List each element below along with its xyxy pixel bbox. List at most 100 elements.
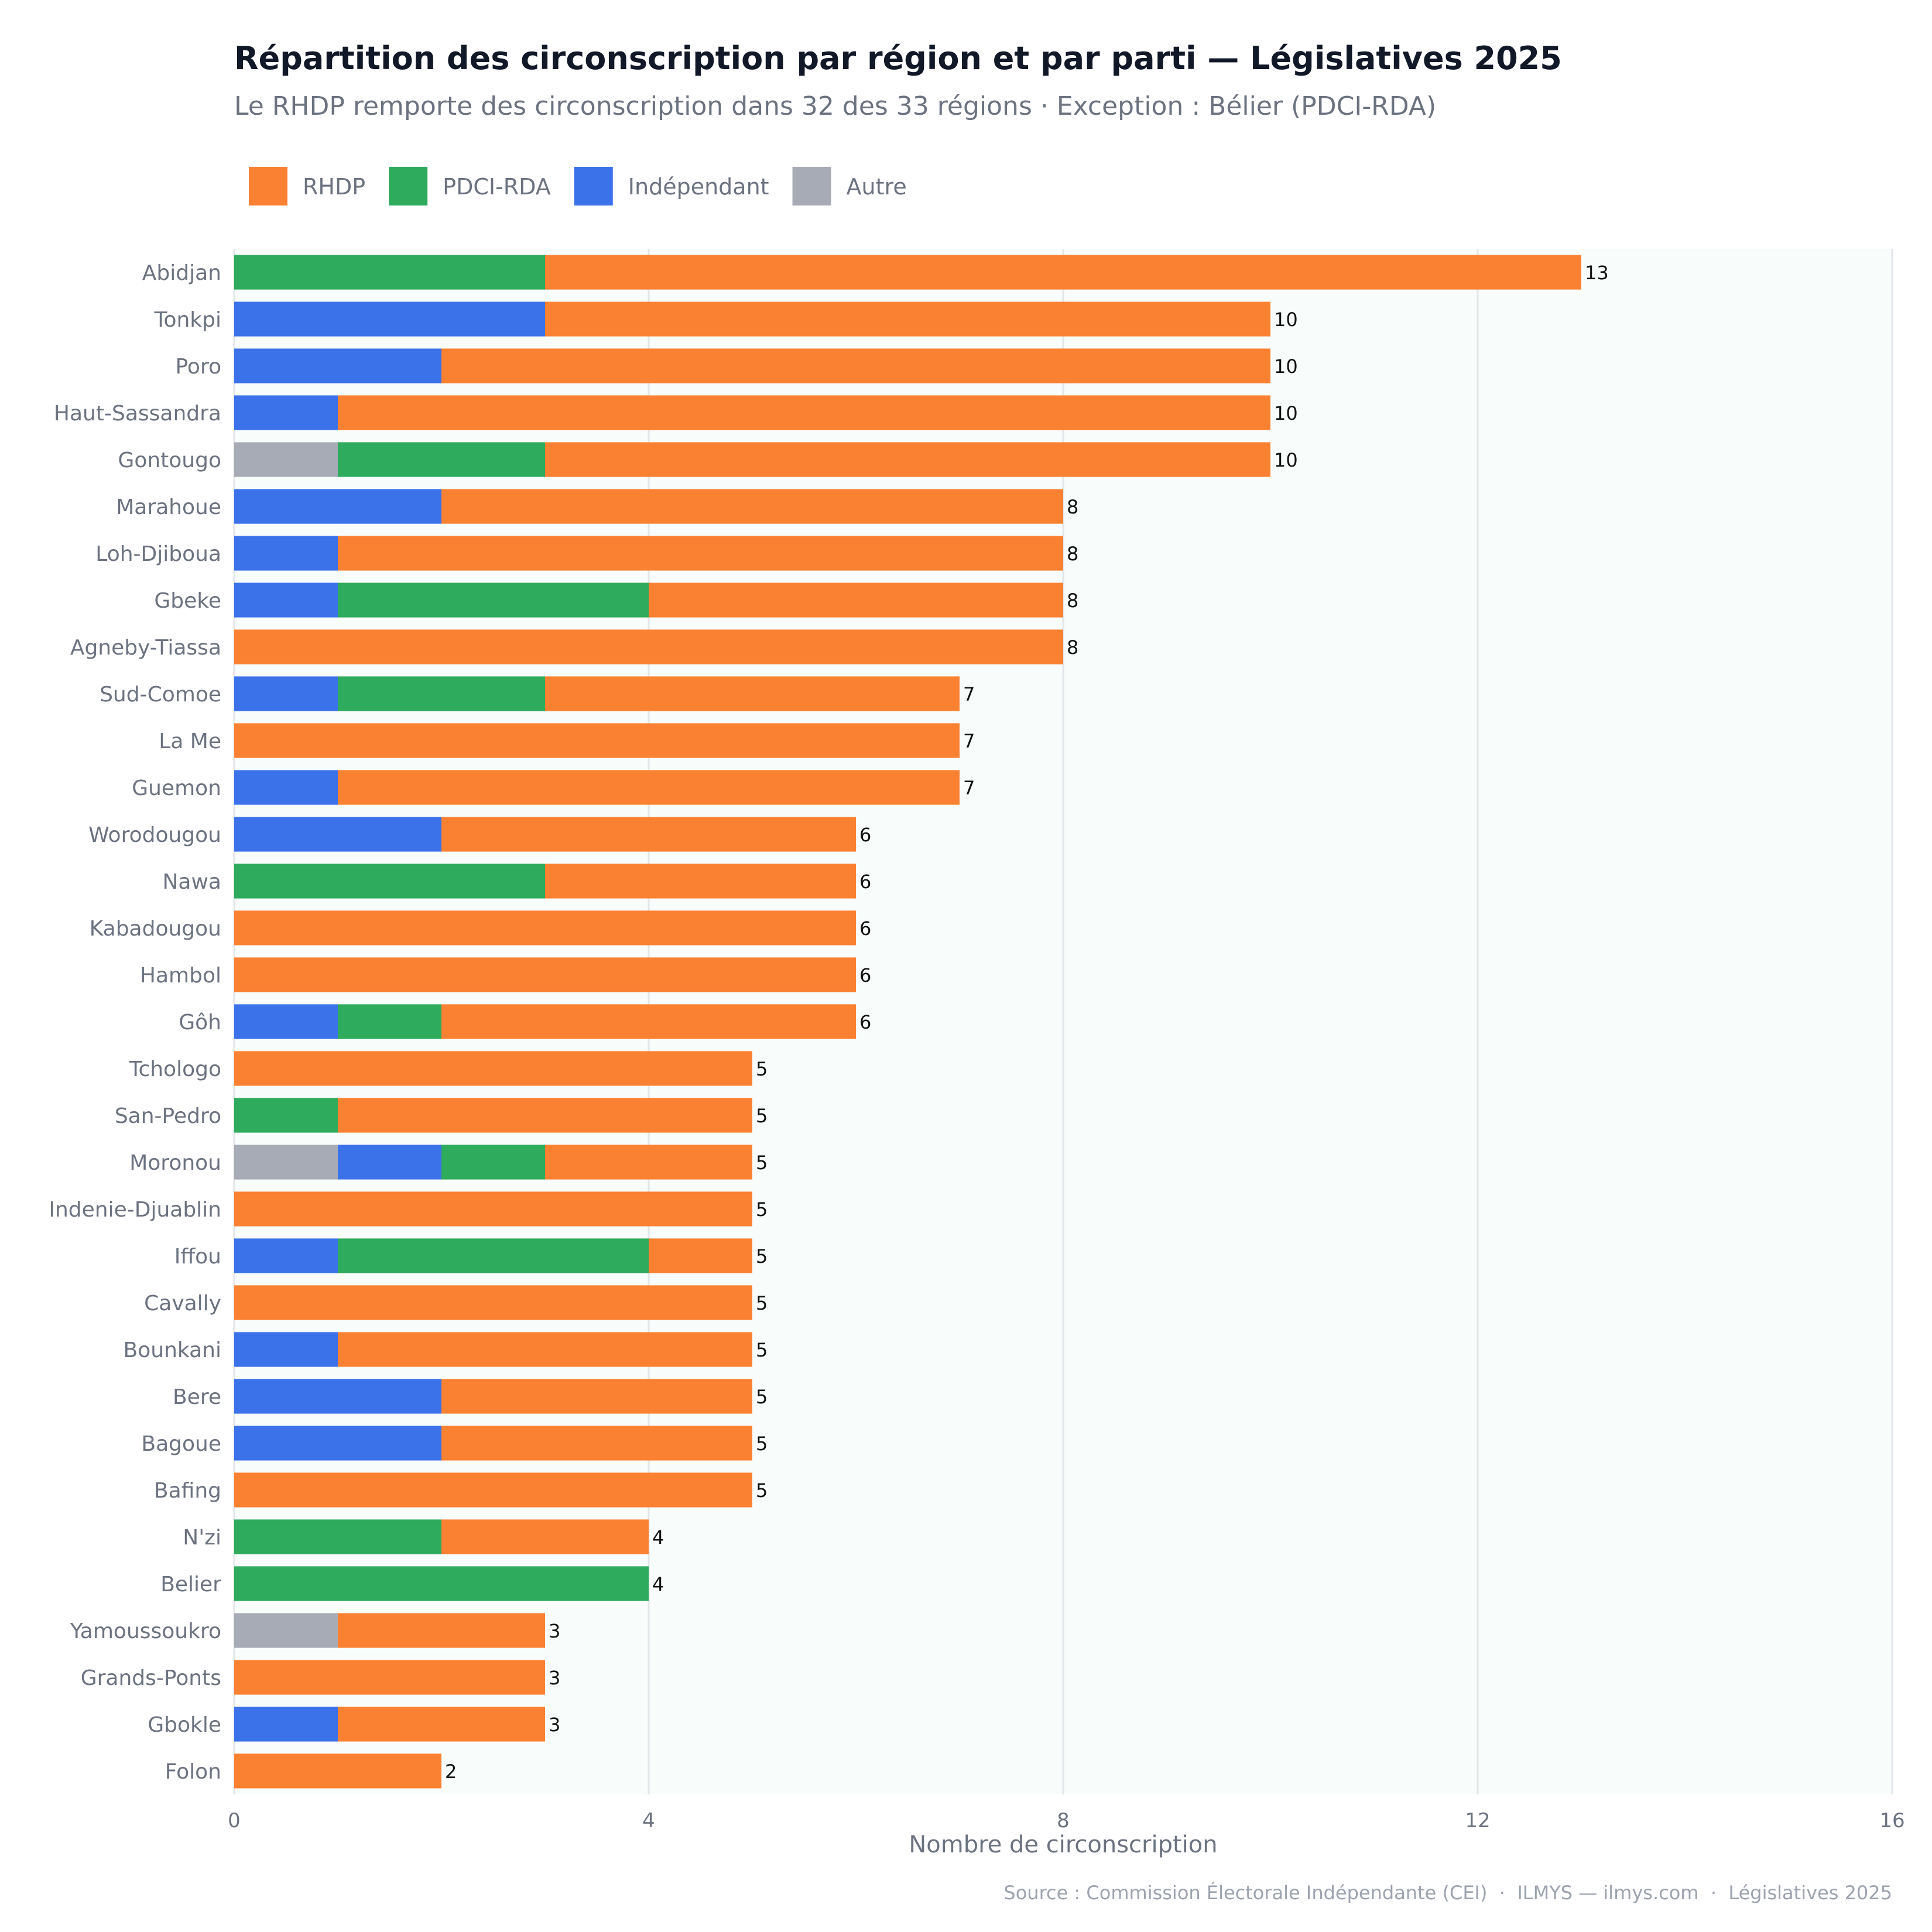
bar-segment-pdci-rda bbox=[338, 676, 545, 711]
category-label: Grands-Ponts bbox=[81, 1666, 221, 1690]
bar-segment-rhdp bbox=[441, 817, 856, 852]
x-tick-label: 12 bbox=[1465, 1809, 1490, 1832]
bar-segment-rhdp bbox=[545, 676, 960, 711]
value-label: 6 bbox=[859, 824, 871, 846]
category-label: Agneby-Tiassa bbox=[70, 636, 221, 660]
category-labels: Abidjan Tonkpi Poro Haut-Sassandra Gontougo M… bbox=[49, 261, 221, 1784]
bar-segment-autre bbox=[234, 1613, 338, 1648]
bar-segment-rhdp bbox=[338, 1613, 545, 1648]
bar-segment-autre bbox=[234, 442, 338, 477]
bar-segment-ind-pendant bbox=[234, 395, 338, 430]
value-label: 5 bbox=[756, 1339, 768, 1361]
category-label: Indenie-Djuablin bbox=[49, 1198, 221, 1222]
bar-segment-rhdp bbox=[649, 583, 1063, 618]
source-note: Source : Commission Électorale Indépenda… bbox=[1003, 1882, 1892, 1904]
category-label: Kabadougou bbox=[90, 917, 221, 941]
bar-segment-ind-pendant bbox=[234, 1426, 441, 1461]
category-label: Yamoussoukro bbox=[70, 1619, 221, 1643]
bar-segment-pdci-rda bbox=[234, 1098, 338, 1133]
category-label: Bere bbox=[173, 1385, 221, 1409]
value-label: 6 bbox=[859, 964, 871, 986]
value-label: 5 bbox=[756, 1386, 768, 1408]
bar-segment-rhdp bbox=[234, 1660, 545, 1695]
bar-segment-ind-pendant bbox=[234, 302, 545, 337]
value-label: 4 bbox=[652, 1526, 664, 1549]
legend-label: RHDP bbox=[303, 174, 365, 200]
value-label: 5 bbox=[756, 1152, 768, 1174]
bar-segment-ind-pendant bbox=[234, 1238, 338, 1273]
category-label: Guemon bbox=[132, 776, 221, 800]
bar-segment-rhdp bbox=[441, 1426, 752, 1461]
value-label: 8 bbox=[1067, 496, 1078, 518]
category-label: Tchologo bbox=[129, 1057, 221, 1081]
bar-segment-pdci-rda bbox=[338, 583, 649, 618]
bar-segment-ind-pendant bbox=[234, 583, 338, 618]
value-label: 5 bbox=[756, 1245, 768, 1268]
value-label: 5 bbox=[756, 1433, 768, 1455]
value-label: 7 bbox=[963, 730, 975, 752]
bar-segment-pdci-rda bbox=[338, 442, 545, 477]
legend-label: Indépendant bbox=[628, 174, 769, 200]
bar-segment-rhdp bbox=[545, 864, 856, 899]
bar-segment-pdci-rda bbox=[441, 1145, 545, 1180]
value-label: 7 bbox=[963, 683, 975, 705]
bar-segment-rhdp bbox=[441, 1379, 752, 1414]
value-label: 13 bbox=[1585, 262, 1609, 284]
bar-segment-ind-pendant bbox=[234, 770, 338, 805]
value-label: 3 bbox=[549, 1714, 560, 1736]
bar-segment-rhdp bbox=[234, 1753, 441, 1789]
value-label: 3 bbox=[549, 1620, 560, 1642]
chart-subtitle: Le RHDP remporte des circonscription dan… bbox=[234, 91, 1436, 121]
category-label: Gôh bbox=[179, 1010, 221, 1034]
legend: RHDP PDCI-RDA Indépendant Autre bbox=[249, 167, 907, 205]
category-label: Gontougo bbox=[118, 448, 221, 472]
bar-segment-rhdp bbox=[234, 1051, 752, 1086]
bar-segment-rhdp bbox=[338, 1098, 752, 1133]
bar-segment-rhdp bbox=[649, 1238, 752, 1273]
value-label: 6 bbox=[859, 871, 871, 893]
bar-segment-rhdp bbox=[234, 1191, 752, 1227]
bar-segment-rhdp bbox=[234, 957, 856, 992]
bar-segment-ind-pendant bbox=[234, 489, 441, 524]
category-label: Loh-Djiboua bbox=[95, 542, 221, 566]
value-label: 5 bbox=[756, 1198, 768, 1221]
value-label: 5 bbox=[756, 1479, 768, 1502]
bar-segment-rhdp bbox=[338, 536, 1063, 571]
bar-segment-rhdp bbox=[338, 395, 1270, 430]
category-label: Haut-Sassandra bbox=[54, 402, 221, 426]
bar-segment-pdci-rda bbox=[338, 1238, 649, 1273]
category-label: Belier bbox=[160, 1573, 221, 1597]
bar-segment-rhdp bbox=[338, 1332, 752, 1367]
value-label: 3 bbox=[549, 1667, 560, 1689]
legend-swatch-ind-pendant bbox=[574, 167, 613, 205]
category-label: Worodougou bbox=[88, 823, 221, 847]
bars bbox=[234, 255, 1581, 1789]
category-label: Sud-Comoe bbox=[100, 683, 221, 707]
bar-segment-pdci-rda bbox=[234, 1519, 441, 1554]
category-label: Moronou bbox=[129, 1151, 221, 1175]
bar-segment-rhdp bbox=[234, 910, 856, 946]
category-label: San-Pedro bbox=[115, 1104, 221, 1128]
category-label: Nawa bbox=[163, 870, 222, 894]
bar-segment-ind-pendant bbox=[234, 536, 338, 571]
bar-segment-rhdp bbox=[338, 770, 960, 805]
bar-segment-rhdp bbox=[545, 255, 1581, 290]
bar-segment-rhdp bbox=[338, 1707, 545, 1742]
bar-segment-rhdp bbox=[234, 723, 960, 758]
x-tick-label: 0 bbox=[228, 1809, 241, 1832]
category-label: Tonkpi bbox=[154, 308, 221, 332]
chart-title: Répartition des circonscription par régi… bbox=[234, 40, 1562, 77]
value-label: 10 bbox=[1274, 402, 1298, 424]
x-tick-label: 16 bbox=[1879, 1809, 1904, 1832]
legend-label: PDCI-RDA bbox=[443, 174, 551, 200]
bar-segment-ind-pendant bbox=[234, 817, 441, 852]
bar-segment-rhdp bbox=[545, 302, 1270, 337]
bar-segment-ind-pendant bbox=[234, 676, 338, 711]
bar-segment-ind-pendant bbox=[234, 1379, 441, 1414]
value-label: 8 bbox=[1067, 590, 1078, 612]
value-label: 10 bbox=[1274, 449, 1298, 471]
value-label: 10 bbox=[1274, 309, 1298, 331]
category-label: Marahoue bbox=[116, 495, 221, 519]
category-label: Bafing bbox=[154, 1479, 221, 1503]
